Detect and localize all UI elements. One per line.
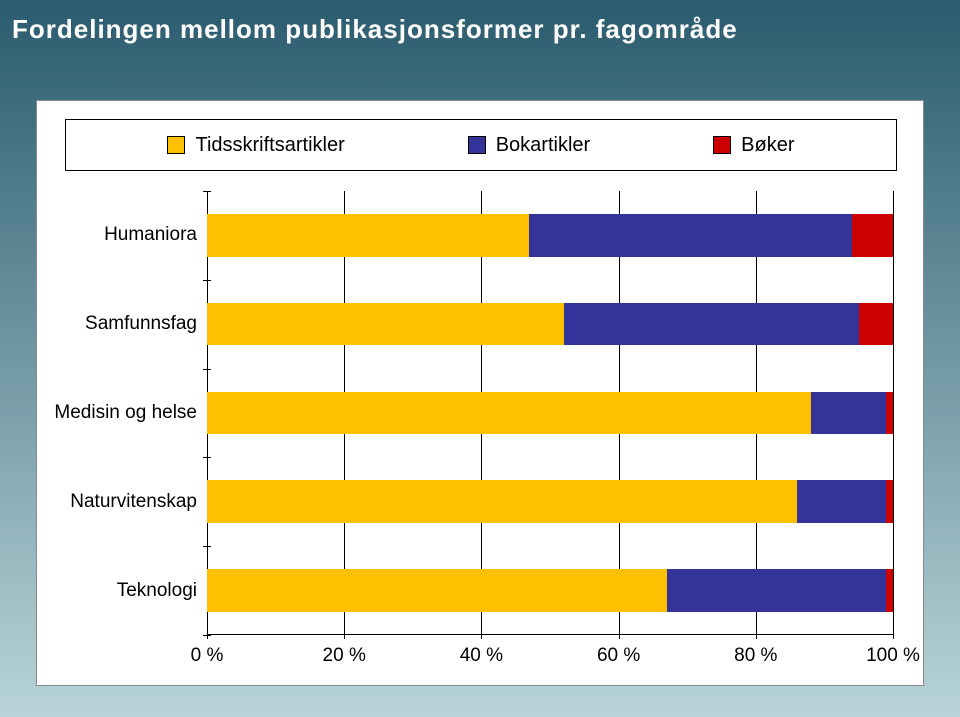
bar-row (207, 214, 893, 257)
legend-swatch-icon (167, 136, 185, 154)
bar-segment (529, 214, 851, 257)
category-label: Medisin og helse (37, 402, 207, 424)
category-label: Humaniora (37, 224, 207, 246)
x-axis-label: 0 % (191, 635, 224, 667)
category-label: Teknologi (37, 580, 207, 602)
legend-swatch-icon (468, 136, 486, 154)
legend-item: Tidsskriftsartikler (167, 134, 344, 157)
x-axis-label: 20 % (323, 635, 366, 667)
bar-row (207, 392, 893, 435)
page-title: Fordelingen mellom publikasjonsformer pr… (0, 0, 960, 45)
x-axis-label: 100 % (866, 635, 920, 667)
legend-swatch-icon (713, 136, 731, 154)
bar-row (207, 569, 893, 612)
bar-segment (859, 303, 893, 346)
chart-panel: Tidsskriftsartikler Bokartikler Bøker 0 … (36, 100, 924, 686)
x-axis-label: 80 % (734, 635, 777, 667)
bar-segment (207, 303, 564, 346)
bar-row (207, 303, 893, 346)
legend: Tidsskriftsartikler Bokartikler Bøker (65, 119, 897, 171)
bar-segment (886, 569, 893, 612)
bar-row (207, 480, 893, 523)
bar-segment (852, 214, 893, 257)
bar-segment (207, 480, 797, 523)
plot-area: 0 %20 %40 %60 %80 %100 %HumanioraSamfunn… (207, 191, 893, 635)
legend-label: Bøker (741, 134, 794, 157)
bar-segment (207, 569, 667, 612)
gridline (893, 191, 894, 635)
bar-segment (207, 214, 529, 257)
bar-segment (207, 392, 811, 435)
legend-label: Tidsskriftsartikler (195, 134, 344, 157)
bar-segment (886, 480, 893, 523)
category-label: Naturvitenskap (37, 491, 207, 513)
legend-item: Bokartikler (468, 134, 590, 157)
bar-segment (811, 392, 886, 435)
x-axis-label: 40 % (460, 635, 503, 667)
bar-segment (667, 569, 887, 612)
category-label: Samfunnsfag (37, 313, 207, 335)
x-axis-label: 60 % (597, 635, 640, 667)
bar-segment (886, 392, 893, 435)
bar-segment (564, 303, 859, 346)
legend-item: Bøker (713, 134, 794, 157)
legend-label: Bokartikler (496, 134, 590, 157)
bar-segment (797, 480, 886, 523)
